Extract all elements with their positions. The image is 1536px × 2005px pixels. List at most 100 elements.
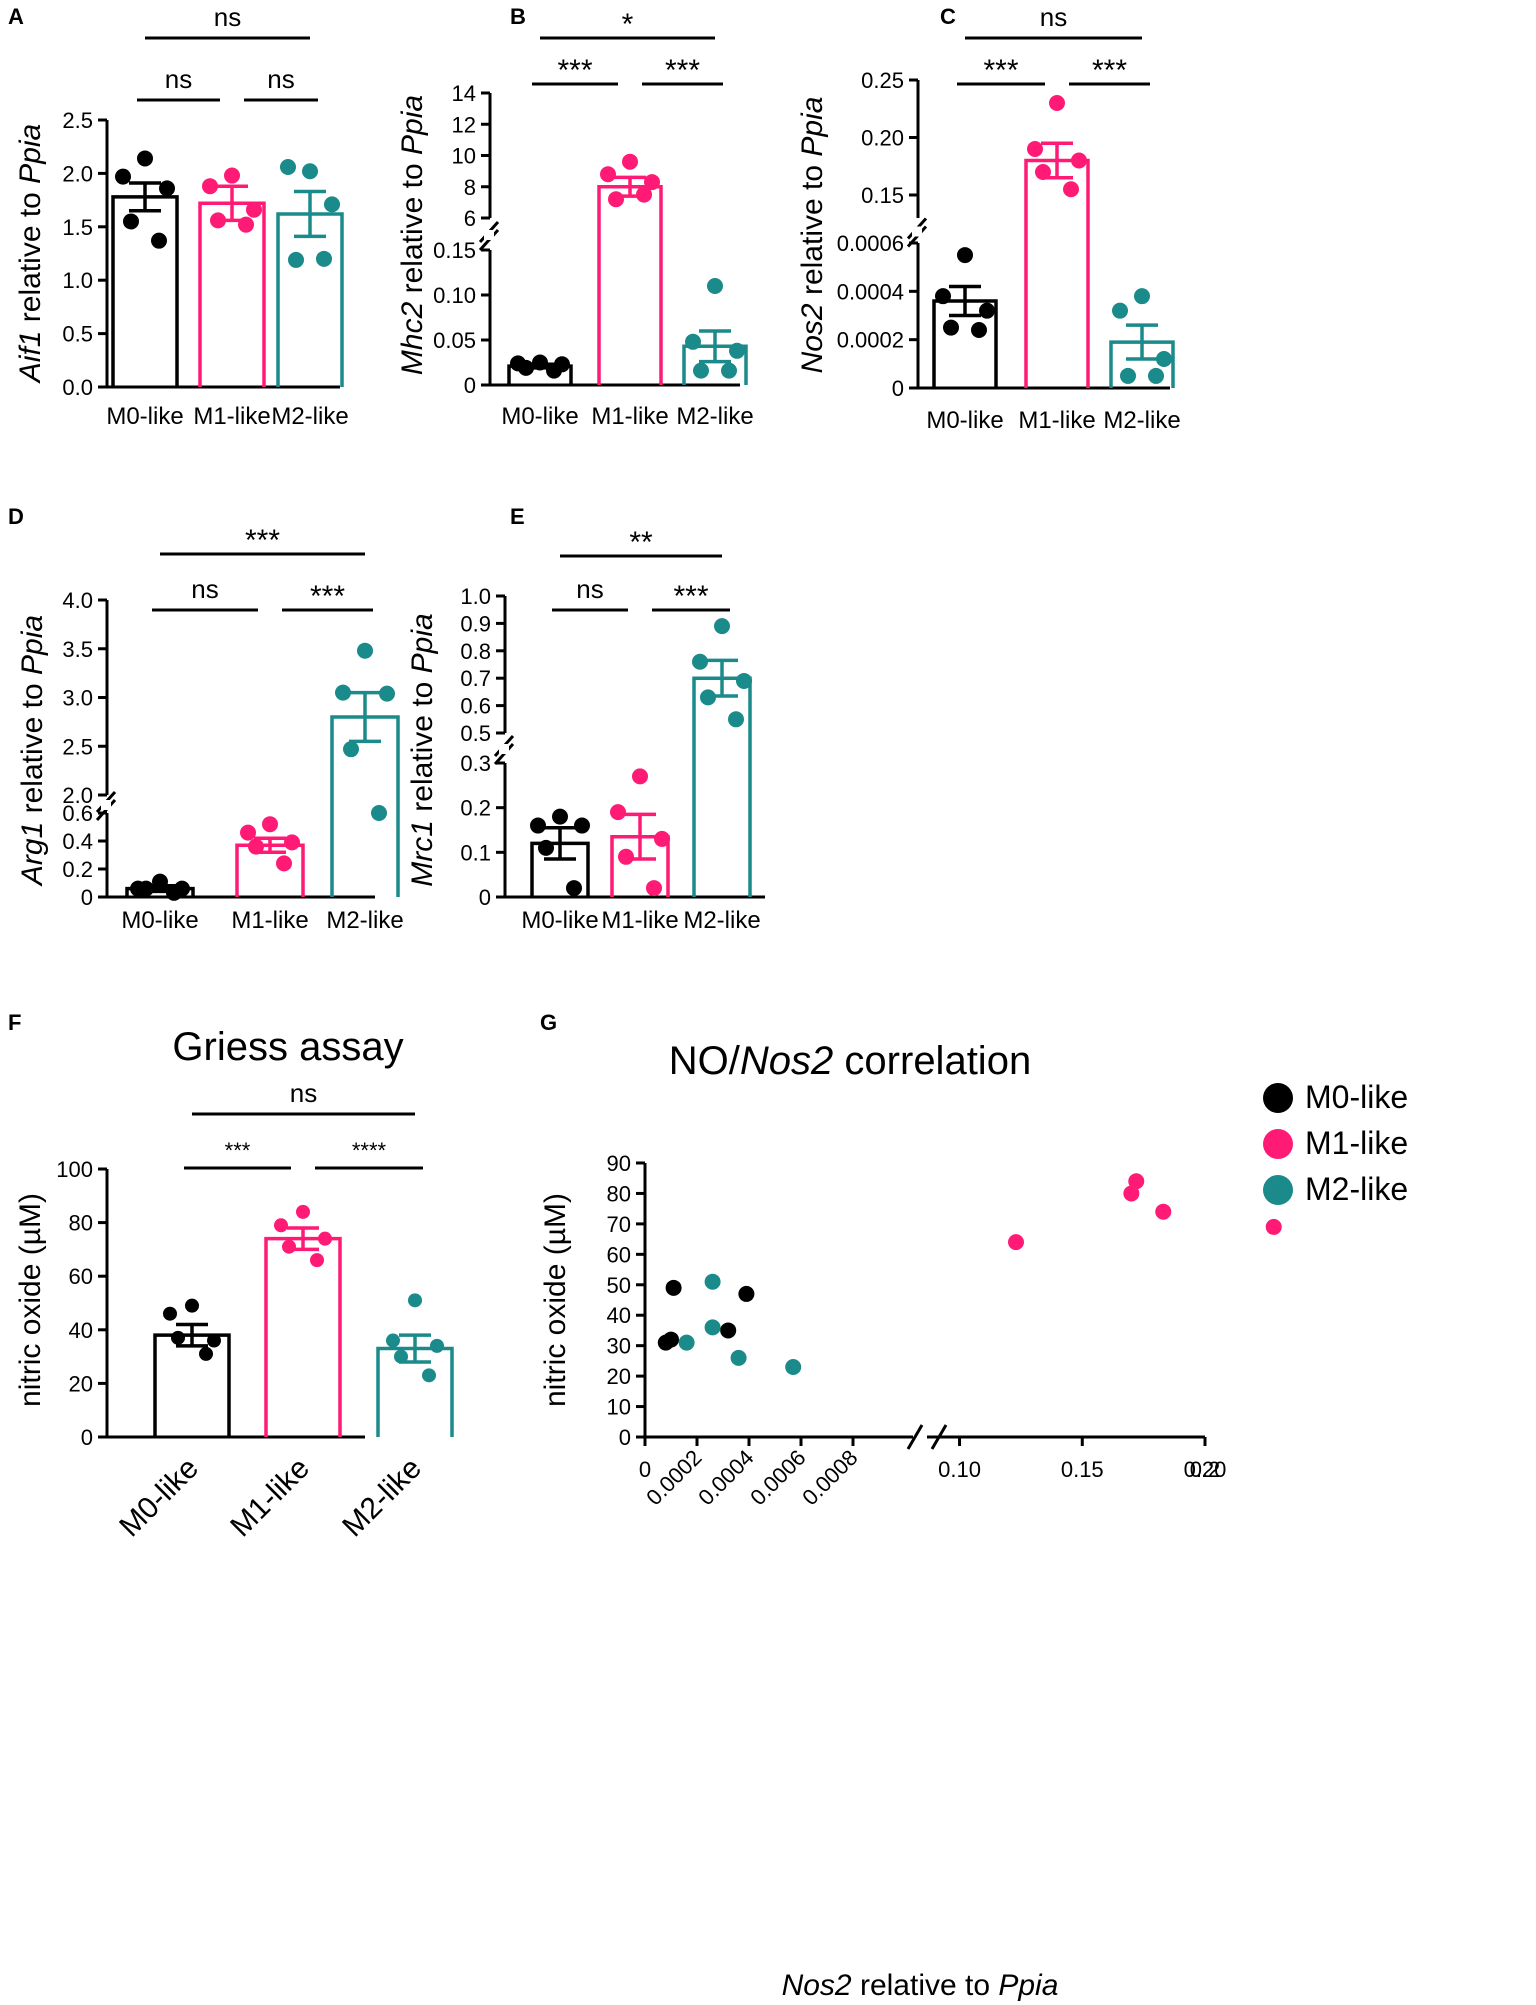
data-point [1049,95,1065,111]
data-point [296,1204,310,1219]
panel-letter-F: F [8,1010,21,1035]
data-point [693,362,709,379]
significance-label: ns [267,64,294,94]
x-category-label: M2-like [326,907,403,934]
x-tick-label: 0.2 [1190,1457,1221,1482]
data-point [210,212,226,229]
data-point [199,1346,213,1361]
y-tick-label: 70 [607,1212,631,1237]
y-tick-label: 0.3 [460,751,491,776]
data-point [943,319,959,336]
y-tick-label: 1.0 [62,268,93,293]
data-point [115,168,131,185]
data-point [1148,367,1164,384]
data-point [608,191,624,208]
legend-marker-m0-like [1263,1083,1293,1113]
y-tick-label: 14 [452,81,476,106]
scatter-point-M0-like [720,1322,737,1339]
data-point [379,685,395,702]
y-tick-label: 20 [69,1371,93,1396]
chart-title: NO/Nos2 correlation [669,1039,1031,1083]
data-point [532,354,548,371]
x-tick-label: 0.0004 [693,1445,758,1510]
data-point [284,834,300,851]
y-tick-label: 0.05 [433,328,476,353]
x-tick-label: 0.15 [1061,1457,1104,1482]
y-tick-label: 40 [69,1318,93,1343]
data-point [692,653,708,670]
data-point [1063,181,1079,198]
y-tick-label: 100 [56,1157,93,1182]
x-category-label: M2-like [676,403,753,430]
y-axis-label-part: Nos2 [796,303,829,373]
y-tick-label: 0.0004 [837,279,904,304]
bar-M0-like [153,1333,231,1437]
panel-letter-D: D [8,504,24,529]
y-tick-label: 2.5 [62,108,93,133]
data-point [552,808,568,825]
data-point [707,278,723,294]
y-tick-label: 0 [479,885,491,910]
y-axis-label-part: Ppia [406,613,439,673]
significance-label: * [622,8,634,41]
bar-M2-like [330,715,400,897]
scatter-point-M2-like [678,1334,695,1351]
y-tick-label: 80 [607,1181,631,1206]
x-tick-label: 0 [639,1457,651,1482]
significance-label: *** [245,524,280,557]
bar-M2-like [692,676,752,897]
y-tick-label: 0.25 [861,68,904,93]
data-point [714,618,730,635]
y-tick-label: 12 [452,112,476,137]
y-tick-label: 80 [69,1211,93,1236]
scatter-point-M1-like [1128,1173,1145,1190]
legend-label: M1-like [1305,1125,1408,1161]
x-category-label: M1-like [1018,407,1095,434]
y-tick-label: 0.6 [62,801,93,826]
y-axis-label-part: Ppia [16,615,49,675]
x-category-label: M2-like [683,907,760,934]
y-tick-label: 0 [81,1425,93,1450]
data-point [518,359,534,376]
y-tick-label: 50 [607,1273,631,1298]
y-axis-label-part: Ppia [796,97,829,157]
significance-label: *** [225,1138,251,1163]
data-point [430,1338,444,1353]
x-category-label: M0-like [501,403,578,430]
data-point [530,817,546,834]
y-tick-label: 0.6 [460,694,491,719]
scatter-point-M0-like [663,1331,679,1348]
data-point [729,342,745,359]
significance-label: **** [352,1138,387,1163]
significance-label: *** [665,54,700,87]
significance-label: *** [1092,54,1127,87]
data-point [185,1298,199,1313]
scatter-point-M2-like [704,1273,721,1290]
panel-letter-E: E [510,504,525,529]
scatter-point-M0-like [665,1279,682,1296]
bar-M1-like [264,1236,342,1437]
chart-title: Griess assay [172,1025,403,1069]
x-category-label: M2-like [336,1452,428,1544]
data-point [151,232,167,249]
data-point [288,251,304,268]
significance-label: *** [983,54,1018,87]
x-tick-label: 0.0006 [745,1445,810,1510]
data-point [163,1306,177,1321]
y-axis-label-part: relative to [16,675,49,822]
panel-letter-B: B [510,4,526,29]
x-tick-label: 0.0008 [797,1445,862,1510]
data-point [282,1239,296,1254]
y-tick-label: 3.0 [62,686,93,711]
x-tick-label: 0.10 [938,1457,981,1482]
data-point [700,689,716,706]
data-point [335,684,351,701]
y-axis-label: Nos2 relative to Ppia [796,97,829,374]
x-category-label: M1-like [591,403,668,430]
y-axis-label: nitric oxide (µM) [14,1193,47,1407]
axis-break-gap [101,800,111,810]
y-axis-label-part: Ppia [14,124,47,184]
axis-break-gap [499,744,509,754]
data-point [979,302,995,319]
x-category-label: M1-like [224,1452,316,1544]
